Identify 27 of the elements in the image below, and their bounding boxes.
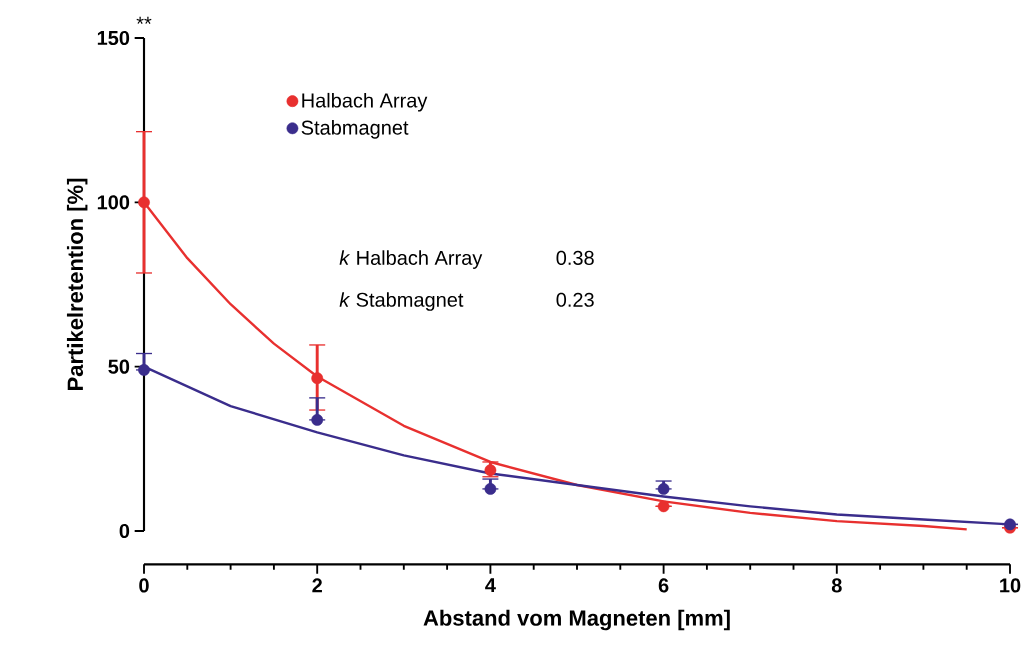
point <box>138 196 150 209</box>
annotation: 0.23 <box>556 292 594 307</box>
x-tick-label: 2 <box>312 578 322 593</box>
point <box>138 364 150 376</box>
y-tick-label: 50 <box>108 359 130 374</box>
y-axis-title: Partikelretention [%] <box>66 178 88 390</box>
point <box>311 414 324 426</box>
point <box>484 464 497 477</box>
annotation: k Stabmagnet <box>339 292 464 311</box>
text: ** <box>136 16 152 24</box>
x-tick-label: 4 <box>485 578 496 593</box>
annotation: 0.38 <box>556 250 594 265</box>
point <box>484 483 497 495</box>
x-tick-label: 0 <box>139 578 149 593</box>
y-tick-label: 0 <box>119 523 130 539</box>
x-tick-label: 6 <box>658 578 669 593</box>
point <box>311 372 324 385</box>
x-tick-label: 8 <box>831 578 842 593</box>
annotation: k Halbach Array <box>339 250 483 269</box>
y-tick-label: 150 <box>97 30 130 46</box>
point <box>657 483 670 495</box>
x-axis-title: Abstand vom Magneten [mm] <box>423 609 730 631</box>
legend-label: Halbach Array <box>302 92 428 112</box>
legend-label: Stabmagnet <box>301 120 409 139</box>
y-tick-label: 100 <box>97 195 130 210</box>
point <box>657 500 670 513</box>
x-tick-label: 10 <box>1000 578 1021 593</box>
